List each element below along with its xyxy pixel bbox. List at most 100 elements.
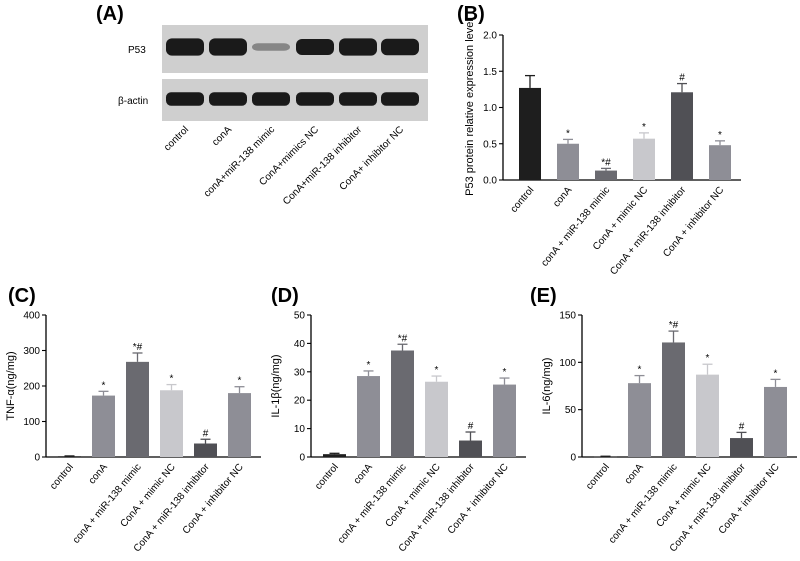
significance-mark: *: [367, 360, 371, 371]
bar: [160, 390, 183, 457]
bar: [194, 443, 217, 457]
bar: [709, 145, 731, 180]
significance-mark: *: [638, 365, 642, 376]
significance-mark: #: [468, 421, 474, 432]
blot-band-p53: [252, 43, 290, 51]
blot-lane-label: conA+miR-138 mimic: [202, 124, 277, 199]
y-tick-label: 0: [34, 453, 40, 464]
y-tick-label: 0.5: [483, 139, 497, 150]
panel-label-a: (A): [96, 3, 124, 25]
x-category-label: conA + miR-138 mimic: [336, 462, 409, 546]
significance-mark: *: [435, 365, 439, 376]
significance-mark: *: [566, 128, 570, 139]
x-category-label: conA: [551, 185, 574, 210]
x-category-label: conA: [352, 462, 375, 487]
bar: [764, 386, 787, 457]
y-tick-label: 0: [299, 453, 305, 464]
bar: [126, 361, 149, 457]
y-tick-label: 1.5: [483, 67, 497, 78]
y-tick-label: 50: [565, 405, 577, 416]
bar: [357, 376, 380, 457]
x-category-label: conA + miR-138 mimic: [607, 462, 680, 546]
significance-mark: *: [503, 367, 507, 378]
bar: [425, 381, 448, 457]
significance-mark: *: [718, 130, 722, 141]
blot-lane-label: control: [162, 124, 191, 153]
significance-mark: *: [642, 122, 646, 133]
blot-band-p53: [166, 38, 204, 56]
bar: [323, 454, 346, 457]
significance-mark: #: [679, 73, 685, 84]
blot-band-actin: [166, 92, 204, 106]
bar: [671, 92, 693, 180]
y-tick-label: 150: [559, 311, 576, 322]
blot-row-label-p53: P53: [128, 45, 146, 56]
y-tick-label: 400: [23, 311, 40, 322]
x-category-label: control: [584, 462, 612, 492]
bar: [662, 342, 685, 457]
chart-b: 0.0 0.5 1.0 1.5 2.0 P53 protein relative expr…: [464, 19, 741, 277]
significance-mark: #: [203, 428, 209, 439]
bar: [557, 143, 579, 180]
x-category-label: ConA + inhibitor NC: [446, 462, 511, 537]
y-axis-title: IL-6(ng/mg): [541, 358, 553, 415]
bar: [633, 138, 655, 180]
bar: [696, 374, 719, 457]
bar: [519, 87, 541, 180]
blot-lane-label: ConA+miR-138 inhibitor: [281, 124, 365, 208]
x-category-label: control: [48, 462, 76, 492]
y-axis-title: IL-1β(ng/mg): [270, 354, 282, 417]
x-category-label: conA + miR-138 mimic: [71, 462, 144, 546]
bar: [228, 393, 251, 457]
significance-mark: *: [706, 353, 710, 364]
y-tick-label: 10: [294, 424, 306, 435]
bar: [391, 350, 414, 457]
significance-mark: *#: [398, 333, 408, 344]
bar: [628, 383, 651, 457]
y-axis-title: TNF-α(ng/mg): [5, 351, 17, 420]
y-tick-label: 20: [294, 396, 306, 407]
panel-label-e: (E): [530, 285, 557, 307]
blot-band-actin: [209, 92, 247, 106]
bar: [595, 170, 617, 180]
y-tick-label: 100: [559, 358, 576, 369]
blot-band-p53: [381, 38, 419, 56]
significance-mark: *: [774, 368, 778, 379]
x-category-label: conA: [623, 462, 646, 487]
significance-mark: *#: [601, 157, 611, 168]
significance-mark: *: [170, 374, 174, 385]
x-category-label: ConA + miR-138 inhibitor: [608, 184, 688, 277]
x-category-label: conA + miR-138 mimic: [539, 185, 612, 269]
y-tick-label: 100: [23, 417, 40, 428]
y-axis-title: P53 protein relative expression level: [464, 19, 476, 196]
y-tick-label: 300: [23, 346, 40, 357]
significance-mark: *#: [133, 342, 143, 353]
bar: [594, 456, 617, 458]
significance-mark: *: [238, 376, 242, 387]
y-tick-label: 30: [294, 367, 306, 378]
panel-label-b: (B): [457, 3, 485, 25]
x-category-label: control: [313, 462, 341, 492]
panel-label-c: (C): [8, 285, 36, 307]
blot-lane-label: conA: [210, 124, 234, 148]
x-category-label: control: [509, 185, 537, 215]
significance-mark: *#: [669, 320, 679, 331]
significance-mark: *: [102, 380, 106, 391]
bar: [92, 395, 115, 457]
blot-band-p53: [209, 38, 247, 56]
bar: [58, 456, 81, 458]
blot-band-actin: [296, 92, 334, 106]
significance-mark: #: [739, 421, 745, 432]
bar: [493, 384, 516, 457]
blot-band-actin: [381, 92, 419, 106]
chart-d: 01020304050IL-1β(ng/mg)control*conA*#con…: [270, 311, 526, 554]
panel-label-d: (D): [271, 285, 299, 307]
x-category-label: conA: [87, 462, 110, 487]
y-tick-label: 0: [570, 453, 576, 464]
bar: [459, 440, 482, 457]
y-tick-label: 0.0: [483, 176, 497, 187]
y-tick-label: 1.0: [483, 103, 497, 114]
